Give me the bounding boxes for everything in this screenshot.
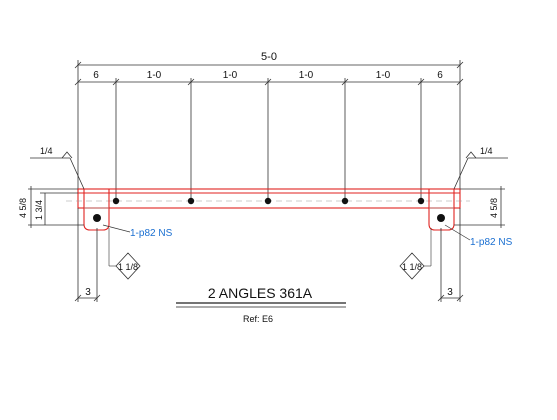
weld-size-right: 1/4	[480, 146, 493, 156]
end-distance-right: 6	[437, 70, 443, 81]
bolt-hole	[112, 197, 120, 205]
drawing-title: 2 ANGLES 361A	[208, 285, 313, 301]
bolt-hole	[341, 197, 349, 205]
right-height-dimension	[454, 186, 505, 228]
bolt-note-left: 1-p82 NS	[130, 228, 173, 239]
gauge-right: 1 1/8	[402, 262, 422, 272]
spacing-1: 1-0	[147, 70, 162, 81]
bolt-hole	[187, 197, 195, 205]
right-leg	[428, 189, 455, 231]
bottom-distance-right: 3	[447, 287, 453, 298]
gauge-diamond-left	[108, 228, 141, 280]
gauge-left: 1 1/8	[118, 262, 138, 272]
left-leg	[83, 189, 110, 231]
spacing-4: 1-0	[376, 70, 391, 81]
left-height-dimension	[28, 186, 84, 228]
callout-leader-left	[102, 224, 131, 233]
weld-symbol-right	[453, 151, 508, 190]
end-distance-left: 6	[93, 70, 99, 81]
overall-dimension-label: 5-0	[261, 51, 277, 63]
weld-size-left: 1/4	[40, 146, 53, 156]
spacing-3: 1-0	[299, 70, 314, 81]
bottom-dimension-right	[437, 208, 464, 302]
overall-dimension	[74, 60, 464, 190]
gauge-diamond-right	[399, 228, 432, 280]
bolt-hole	[417, 197, 425, 205]
bottom-dimension-left	[74, 208, 101, 302]
drawing-reference: Ref: E6	[243, 314, 273, 324]
spacing-2: 1-0	[223, 70, 238, 81]
bottom-distance-left: 3	[85, 287, 91, 298]
bolt-hole-right-leg	[437, 214, 445, 222]
bolt-hole-left-leg	[93, 214, 101, 222]
height-left-a: 4 5/8	[18, 198, 28, 218]
title-underline	[176, 302, 346, 308]
bolt-row	[93, 197, 445, 222]
callout-leader-right	[444, 224, 471, 241]
height-left-b: 1 3/4	[34, 200, 44, 220]
bolt-note-right: 1-p82 NS	[470, 237, 513, 248]
spacing-dimension	[74, 78, 464, 198]
weld-symbol-left	[30, 151, 85, 190]
bolt-hole	[264, 197, 272, 205]
height-right: 4 5/8	[489, 198, 499, 218]
